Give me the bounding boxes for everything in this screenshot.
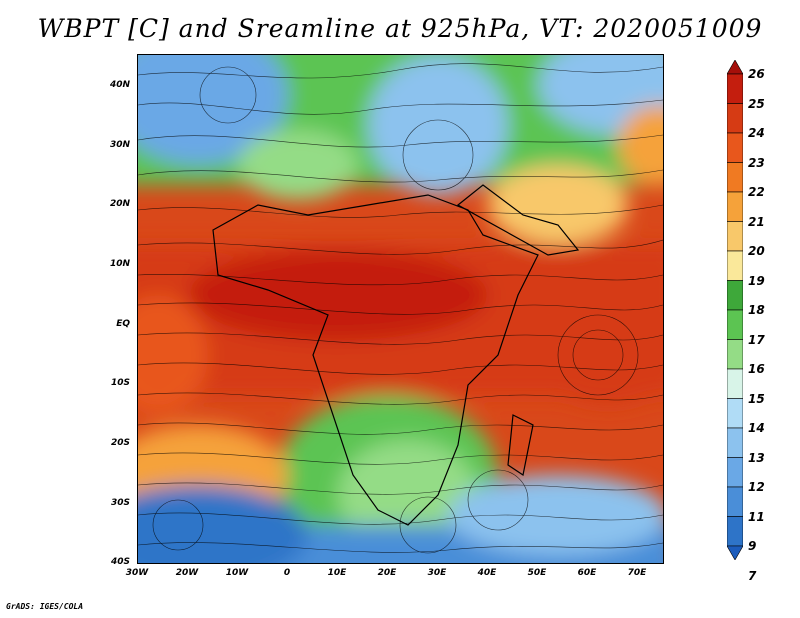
lat-tick-eq: EQ <box>116 319 130 329</box>
colorbar-swatch <box>727 280 743 311</box>
lon-tick-0: 0 <box>283 568 291 578</box>
lon-tick-30e: 30E <box>427 568 447 578</box>
colorbar-label: 26 <box>748 67 765 81</box>
colorbar-swatch <box>727 132 743 163</box>
lat-tick-30n: 30N <box>109 140 130 150</box>
map-plot-area <box>137 54 664 564</box>
lat-tick-30s: 30S <box>110 498 130 508</box>
chart-title: WBPT [C] and Sreamline at 925hPa, VT: 20… <box>37 14 763 43</box>
colorbar-swatch <box>727 368 743 399</box>
lat-tick-40s: 40S <box>110 557 130 567</box>
lon-tick-10w: 10W <box>225 568 249 578</box>
colorbar-label: 9 <box>748 539 757 553</box>
colorbar-label: 21 <box>748 214 765 229</box>
colorbar-swatch <box>727 486 743 517</box>
colorbar-label: 19 <box>748 273 765 288</box>
wbpt-shading <box>138 55 663 563</box>
colorbar-swatch <box>727 191 743 222</box>
lat-tick-20n: 20N <box>109 199 130 209</box>
lon-tick-40e: 40E <box>477 568 497 578</box>
colorbar-swatch <box>727 221 743 252</box>
colorbar-swatch <box>727 516 743 547</box>
colorbar-swatch <box>727 103 743 134</box>
colorbar-swatch <box>727 339 743 370</box>
colorbar-swatch <box>727 73 743 104</box>
lat-tick-40n: 40N <box>109 80 130 90</box>
colorbar-swatch <box>727 427 743 458</box>
colorbar-top-arrow <box>727 60 743 75</box>
colorbar-label: 7 <box>748 568 757 583</box>
lat-tick-20s: 20S <box>110 438 130 448</box>
colorbar-label: 16 <box>748 362 765 376</box>
colorbar-swatch <box>727 250 743 281</box>
lon-tick-70e: 70E <box>627 568 647 578</box>
colorbar-label: 22 <box>748 185 765 199</box>
colorbar-bottom-arrow <box>727 545 743 560</box>
lat-tick-10n: 10N <box>109 259 130 269</box>
lon-tick-60e: 60E <box>577 568 597 578</box>
colorbar-label: 23 <box>748 155 765 170</box>
colorbar <box>727 60 743 560</box>
colorbar-swatch <box>727 309 743 340</box>
colorbar-label: 12 <box>748 480 765 494</box>
colorbar-label: 18 <box>748 303 765 317</box>
colorbar-label: 17 <box>748 332 765 347</box>
lon-tick-20e: 20E <box>377 568 397 578</box>
coastlines <box>212 184 580 526</box>
colorbar-swatch <box>727 162 743 193</box>
lon-tick-20w: 20W <box>175 568 199 578</box>
streamlines <box>138 63 663 554</box>
lon-tick-30w: 30W <box>125 568 149 578</box>
colorbar-swatch <box>727 398 743 429</box>
footer-credit: GrADS: IGES/COLA <box>6 602 84 611</box>
colorbar-label: 11 <box>748 509 765 524</box>
colorbar-label: 13 <box>748 450 765 465</box>
colorbar-label: 24 <box>748 126 765 140</box>
colorbar-label: 14 <box>748 421 765 435</box>
lat-tick-10s: 10S <box>110 378 130 388</box>
colorbar-swatch <box>727 457 743 488</box>
colorbar-label: 20 <box>748 244 765 258</box>
colorbar-label: 15 <box>748 391 765 406</box>
lon-tick-50e: 50E <box>527 568 547 578</box>
lon-tick-10e: 10E <box>327 568 347 578</box>
colorbar-label: 25 <box>748 96 765 111</box>
